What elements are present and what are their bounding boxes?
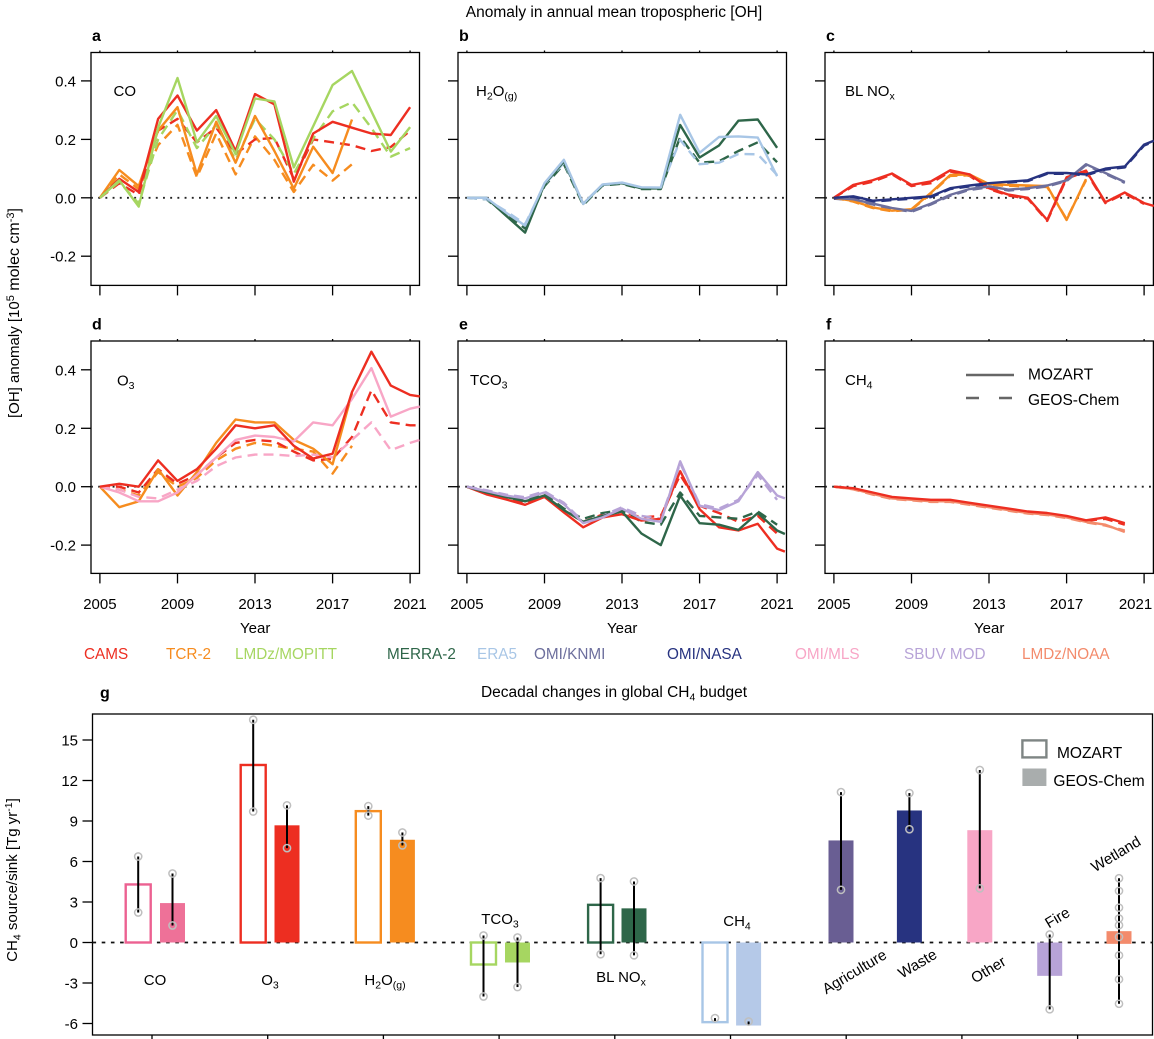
svg-text:2013: 2013: [238, 596, 271, 613]
svg-text:2017: 2017: [316, 596, 349, 613]
svg-text:-6: -6: [65, 1016, 78, 1033]
svg-text:a: a: [92, 28, 101, 45]
svg-text:CH4: CH4: [723, 913, 751, 933]
svg-text:-3: -3: [65, 976, 78, 993]
svg-text:2021: 2021: [1119, 596, 1152, 613]
svg-text:LMDz/MOPITT: LMDz/MOPITT: [235, 646, 337, 663]
svg-text:CO: CO: [144, 972, 167, 989]
svg-text:MERRA-2: MERRA-2: [387, 646, 456, 663]
svg-text:6: 6: [70, 854, 78, 871]
svg-text:Decadal changes in global CH4: Decadal changes in global CH4 budget: [481, 684, 748, 704]
svg-text:0: 0: [70, 935, 78, 952]
svg-text:2013: 2013: [605, 596, 638, 613]
svg-text:0.4: 0.4: [55, 362, 76, 379]
svg-text:b: b: [459, 28, 469, 45]
svg-text:Year: Year: [607, 620, 637, 637]
svg-text:-0.2: -0.2: [50, 538, 76, 555]
svg-text:2009: 2009: [528, 596, 561, 613]
svg-text:2017: 2017: [683, 596, 716, 613]
svg-text:0.0: 0.0: [55, 190, 76, 207]
svg-text:[OH] anomaly [105 molec cm-3]: [OH] anomaly [105 molec cm-3]: [5, 208, 23, 418]
svg-text:d: d: [92, 317, 102, 334]
svg-text:f: f: [826, 317, 832, 334]
svg-text:9: 9: [70, 814, 78, 831]
svg-text:0.4: 0.4: [55, 73, 76, 90]
svg-text:MOZART: MOZART: [1057, 745, 1123, 762]
svg-text:Anomaly in annual mean troposp: Anomaly in annual mean tropospheric [OH]: [466, 4, 762, 21]
svg-text:12: 12: [61, 773, 78, 790]
svg-text:TCO3: TCO3: [470, 372, 508, 392]
svg-text:OMI/MLS: OMI/MLS: [795, 646, 860, 663]
svg-text:ERA5: ERA5: [477, 646, 517, 663]
svg-text:2005: 2005: [83, 596, 116, 613]
svg-text:MOZART: MOZART: [1028, 367, 1094, 384]
svg-text:CAMS: CAMS: [84, 646, 128, 663]
svg-text:0.2: 0.2: [55, 421, 76, 438]
svg-text:CO: CO: [114, 83, 137, 100]
svg-text:LMDz/NOAA: LMDz/NOAA: [1022, 646, 1110, 663]
svg-text:g: g: [100, 685, 110, 702]
svg-text:2013: 2013: [972, 596, 1005, 613]
svg-text:0.0: 0.0: [55, 479, 76, 496]
svg-text:Year: Year: [240, 620, 270, 637]
svg-text:TCR-2: TCR-2: [166, 646, 211, 663]
svg-text:CH4 source/sink [Tg yr-1]: CH4 source/sink [Tg yr-1]: [3, 798, 24, 962]
svg-text:GEOS-Chem: GEOS-Chem: [1028, 392, 1119, 409]
svg-text:c: c: [826, 28, 835, 45]
svg-text:2021: 2021: [760, 596, 793, 613]
svg-text:-0.2: -0.2: [50, 249, 76, 266]
svg-text:Year: Year: [974, 620, 1004, 637]
svg-text:3: 3: [70, 895, 78, 912]
svg-text:2005: 2005: [450, 596, 483, 613]
svg-text:OMI/KNMI: OMI/KNMI: [534, 646, 605, 663]
svg-text:SBUV MOD: SBUV MOD: [904, 646, 986, 663]
svg-text:BL NOx: BL NOx: [845, 83, 895, 103]
svg-text:BL NOx: BL NOx: [596, 969, 646, 989]
svg-text:TCO3: TCO3: [481, 911, 519, 931]
svg-text:2021: 2021: [393, 596, 426, 613]
svg-text:2017: 2017: [1050, 596, 1083, 613]
svg-text:OMI/NASA: OMI/NASA: [667, 646, 743, 663]
svg-text:2005: 2005: [817, 596, 850, 613]
svg-text:e: e: [459, 317, 468, 334]
svg-text:CH4: CH4: [845, 372, 873, 392]
svg-text:0.2: 0.2: [55, 132, 76, 149]
svg-text:2009: 2009: [895, 596, 928, 613]
svg-text:15: 15: [61, 733, 78, 750]
svg-text:2009: 2009: [161, 596, 194, 613]
svg-text:GEOS-Chem: GEOS-Chem: [1053, 773, 1144, 790]
